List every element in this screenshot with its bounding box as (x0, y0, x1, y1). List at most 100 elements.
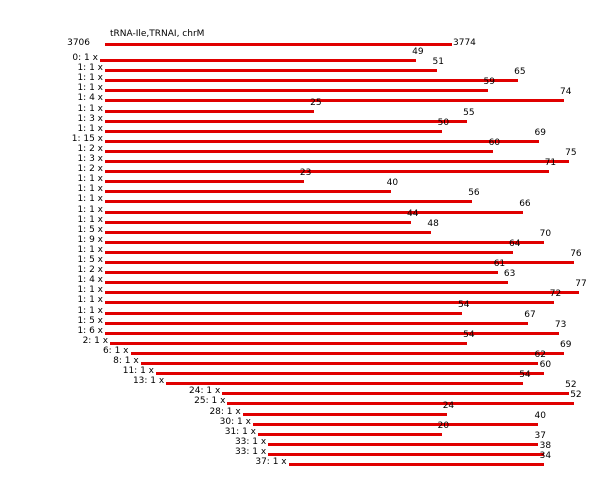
read-bar (105, 291, 580, 295)
read-count-label: 1: 1 x (77, 174, 103, 185)
read-bar (105, 311, 462, 315)
read-bar (288, 463, 544, 466)
read-bar (105, 250, 513, 254)
read-bar (110, 341, 468, 345)
read-end-label: 75 (565, 148, 577, 158)
read-count-label: 1: 1 x (77, 214, 103, 225)
read-count-label: 1: 1 x (77, 204, 103, 215)
read-bar (105, 139, 539, 143)
read-end-label: 54 (519, 370, 531, 381)
read-end-label: 63 (503, 269, 516, 280)
read-end-label: 52 (565, 380, 577, 391)
reference-bar (105, 43, 452, 46)
read-end-label: 54 (458, 299, 470, 310)
read-count-label: 1: 1 x (77, 73, 103, 84)
read-end-label: 23 (299, 168, 312, 179)
read-count-label: 1: 9 x (77, 234, 103, 245)
read-count-label: 13: 1 x (132, 376, 165, 387)
read-count-label: 24: 1 x (189, 386, 221, 397)
read-end-label: 56 (468, 188, 480, 199)
read-end-label: 60 (488, 137, 501, 148)
diagram-title: tRNA-Ile,TRNAI, chrM (110, 29, 205, 39)
read-end-label: 62 (534, 350, 546, 360)
read-end-label: 69 (534, 127, 546, 138)
read-count-label: 37: 1 x (255, 457, 287, 467)
read-bar (105, 89, 488, 93)
read-count-label: 11: 1 x (122, 366, 154, 377)
read-end-label: 20 (437, 420, 450, 431)
read-bar (242, 412, 447, 416)
read-end-label: 37 (534, 430, 546, 441)
read-count-label: 1: 2 x (77, 164, 103, 175)
read-end-label: 25 (310, 97, 322, 108)
read-count-label: 28: 1 x (209, 406, 241, 417)
read-bar (105, 321, 529, 325)
read-bar (105, 220, 411, 224)
read-count-label: 1: 6 x (77, 325, 103, 336)
read-end-label: 50 (437, 117, 450, 128)
read-count-label: 1: 1 x (77, 244, 103, 255)
read-count-label: 31: 1 x (224, 426, 256, 437)
read-bar (105, 160, 570, 163)
read-bar (258, 432, 442, 436)
read-bar (252, 422, 539, 426)
read-bar (105, 119, 468, 123)
read-end-label: 52 (570, 390, 582, 401)
read-end-label: 24 (442, 400, 455, 411)
read-bar (105, 170, 549, 174)
read-count-label: 1: 1 x (77, 123, 103, 134)
read-count-label: 1: 1 x (77, 83, 103, 94)
read-count-label: 1: 1 x (77, 285, 103, 296)
read-end-label: 74 (560, 87, 572, 98)
read-bar (105, 271, 498, 275)
reference-end-label: 3774 (453, 38, 476, 48)
read-count-label: 1: 1 x (77, 295, 103, 306)
read-count-label: 1: 5 x (77, 255, 103, 265)
read-bar (105, 190, 391, 194)
read-count-label: 1: 2 x (77, 143, 103, 154)
read-bar (222, 392, 570, 396)
read-end-label: 54 (463, 329, 475, 340)
read-count-label: 25: 1 x (194, 396, 226, 407)
read-bar (105, 281, 508, 285)
read-count-label: 1: 4 x (77, 275, 103, 286)
read-end-label: 34 (539, 451, 552, 461)
read-count-label: 1: 2 x (77, 265, 103, 276)
read-bar (105, 301, 554, 305)
read-end-label: 44 (407, 208, 419, 219)
read-count-label: 30: 1 x (219, 416, 251, 427)
read-bar (105, 240, 544, 244)
read-end-label: 72 (549, 289, 562, 300)
read-bar (105, 180, 304, 184)
read-end-label: 70 (539, 228, 552, 239)
read-bar (105, 109, 315, 113)
read-end-label: 61 (493, 259, 506, 270)
read-bar (105, 99, 564, 103)
read-count-label: 1: 1 x (77, 305, 103, 316)
reference-start-label: 3706 (67, 38, 90, 48)
read-end-label: 38 (539, 440, 552, 451)
read-bar (105, 210, 524, 214)
read-count-label: 1: 4 x (77, 93, 103, 104)
read-end-label: 64 (509, 238, 521, 249)
read-bar (166, 382, 524, 386)
read-count-label: 33: 1 x (234, 446, 267, 457)
read-end-label: 40 (534, 410, 546, 421)
read-bar (130, 351, 564, 355)
read-bar (105, 149, 493, 153)
read-bar (156, 372, 544, 376)
read-count-label: 2: 1 x (82, 335, 109, 346)
read-count-label: 0: 1 x (72, 53, 98, 63)
read-count-label: 1: 3 x (77, 154, 103, 164)
read-count-label: 1: 1 x (77, 194, 103, 205)
read-bar (105, 261, 575, 264)
read-end-label: 40 (386, 178, 399, 189)
read-count-label: 1: 1 x (77, 103, 103, 114)
read-end-label: 71 (544, 158, 557, 169)
read-end-label: 77 (575, 279, 587, 290)
read-bar (268, 442, 539, 446)
read-end-label: 73 (554, 319, 567, 330)
read-end-label: 66 (519, 198, 531, 209)
read-count-label: 1: 3 x (77, 113, 103, 124)
